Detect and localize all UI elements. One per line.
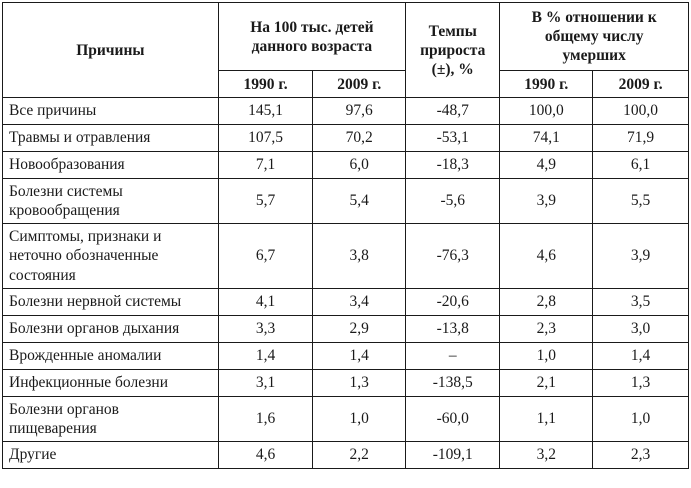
table-row: Все причины 145,1 97,6 -48,7 100,0 100,0	[2, 97, 689, 125]
percent-2009: 3,9	[592, 223, 689, 289]
table-row: Симптомы, признаки и неточно обозначенны…	[2, 223, 689, 289]
header-percent: В % отношении к общему числу умерших	[499, 2, 689, 71]
percent-1990: 2,8	[499, 288, 594, 316]
percent-1990: 3,9	[499, 178, 594, 224]
growth-rate: -18,3	[405, 151, 501, 179]
cause-cell: Симптомы, признаки и неточно обозначенны…	[2, 223, 219, 289]
percent-2009: 1,4	[592, 342, 689, 370]
percent-1990: 1,1	[499, 396, 594, 442]
percent-2009: 1,3	[592, 369, 689, 397]
value-2009: 5,4	[312, 178, 407, 224]
value-1990: 3,3	[217, 315, 314, 343]
cause-cell: Болезни нервной системы	[2, 288, 219, 316]
value-1990: 4,1	[217, 288, 314, 316]
growth-rate: -20,6	[405, 288, 501, 316]
header-pct-2009: 2009 г.	[592, 70, 689, 98]
value-2009: 2,2	[312, 441, 407, 469]
table-row: Болезни системы кровообращения 5,7 5,4 -…	[2, 178, 689, 224]
growth-rate: -5,6	[405, 178, 501, 224]
header-row-2: 1990 г. 2009 г. 1990 г. 2009 г.	[3, 70, 689, 98]
cause-cell: Инфекционные болезни	[2, 369, 219, 397]
percent-2009: 2,3	[592, 441, 689, 469]
value-1990: 3,1	[217, 369, 314, 397]
value-2009: 97,6	[312, 97, 407, 125]
percent-1990: 74,1	[499, 124, 594, 152]
cause-cell: Новообразования	[2, 151, 219, 179]
header-cause: Причины	[2, 2, 219, 98]
value-1990: 145,1	[217, 97, 314, 125]
value-2009: 6,0	[312, 151, 407, 179]
table-row: Врожденные аномалии 1,4 1,4 – 1,0 1,4	[2, 342, 689, 370]
table-row: Инфекционные болезни 3,1 1,3 -138,5 2,1 …	[2, 369, 689, 397]
growth-rate: -13,8	[405, 315, 501, 343]
growth-rate: –	[405, 342, 501, 370]
percent-1990: 2,1	[499, 369, 594, 397]
mortality-causes-table: Причины На 100 тыс. детей данного возрас…	[2, 2, 689, 469]
header-year-1990: 1990 г.	[217, 70, 314, 98]
value-2009: 1,3	[312, 369, 407, 397]
cause-cell: Болезни системы кровообращения	[2, 178, 219, 224]
cause-cell: Врожденные аномалии	[2, 342, 219, 370]
table-row: Болезни органов пищеварения 1,6 1,0 -60,…	[2, 396, 689, 442]
header-row-1: Причины На 100 тыс. детей данного возрас…	[2, 2, 689, 98]
value-2009: 70,2	[312, 124, 407, 152]
cause-cell: Все причины	[2, 97, 219, 125]
header-year-2009: 2009 г.	[312, 70, 407, 98]
growth-rate: -76,3	[405, 223, 501, 289]
table-row: Новообразования 7,1 6,0 -18,3 4,9 6,1	[2, 151, 689, 179]
percent-1990: 4,6	[499, 223, 594, 289]
header-pct-1990: 1990 г.	[499, 70, 594, 98]
value-2009: 3,4	[312, 288, 407, 316]
percent-2009: 5,5	[592, 178, 689, 224]
percent-2009: 6,1	[592, 151, 689, 179]
value-1990: 1,4	[217, 342, 314, 370]
growth-rate: -53,1	[405, 124, 501, 152]
table-row: Болезни нервной системы 4,1 3,4 -20,6 2,…	[2, 288, 689, 316]
growth-rate: -60,0	[405, 396, 501, 442]
value-2009: 1,0	[312, 396, 407, 442]
percent-1990: 1,0	[499, 342, 594, 370]
value-2009: 1,4	[312, 342, 407, 370]
header-per-100k: На 100 тыс. детей данного возраста	[217, 2, 407, 71]
percent-2009: 100,0	[592, 97, 689, 125]
value-1990: 1,6	[217, 396, 314, 442]
table-row: Другие 4,6 2,2 -109,1 3,2 2,3	[2, 441, 689, 469]
value-1990: 4,6	[217, 441, 314, 469]
percent-2009: 1,0	[592, 396, 689, 442]
percent-2009: 3,5	[592, 288, 689, 316]
table-row: Болезни органов дыхания 3,3 2,9 -13,8 2,…	[2, 315, 689, 343]
value-1990: 7,1	[217, 151, 314, 179]
value-1990: 5,7	[217, 178, 314, 224]
value-1990: 6,7	[217, 223, 314, 289]
growth-rate: -48,7	[405, 97, 501, 125]
table-row: Травмы и отравления 107,5 70,2 -53,1 74,…	[2, 124, 689, 152]
value-2009: 3,8	[312, 223, 407, 289]
cause-cell: Болезни органов дыхания	[2, 315, 219, 343]
percent-2009: 71,9	[592, 124, 689, 152]
percent-1990: 2,3	[499, 315, 594, 343]
percent-1990: 100,0	[499, 97, 594, 125]
percent-1990: 4,9	[499, 151, 594, 179]
value-1990: 107,5	[217, 124, 314, 152]
percent-2009: 3,0	[592, 315, 689, 343]
growth-rate: -138,5	[405, 369, 501, 397]
percent-1990: 3,2	[499, 441, 594, 469]
cause-cell: Болезни органов пищеварения	[2, 396, 219, 442]
value-2009: 2,9	[312, 315, 407, 343]
cause-cell: Другие	[2, 441, 219, 469]
header-growth: Темпы прироста (±), %	[405, 2, 501, 98]
growth-rate: -109,1	[405, 441, 501, 469]
cause-cell: Травмы и отравления	[2, 124, 219, 152]
